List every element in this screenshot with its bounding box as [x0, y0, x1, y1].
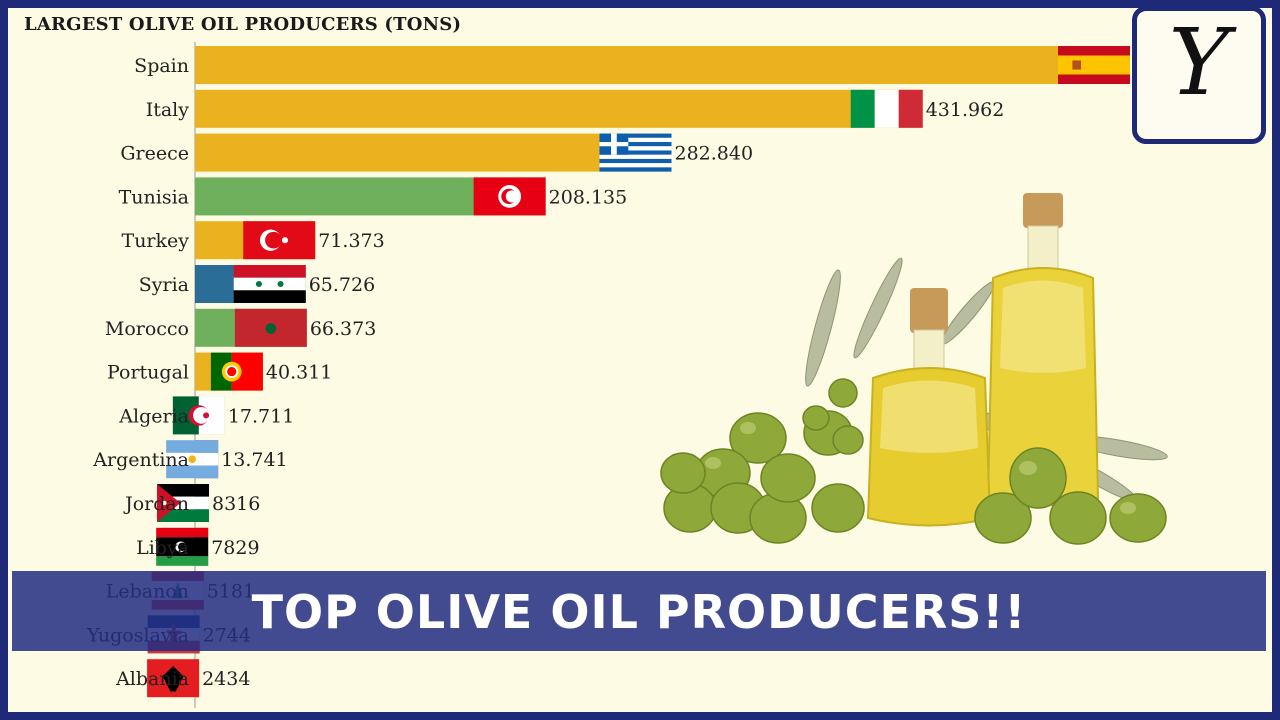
category-label: Italy — [146, 99, 190, 121]
value-label: 431.962 — [926, 99, 1005, 121]
morocco-flag-icon — [234, 308, 307, 347]
value-label: 13.741 — [221, 449, 287, 471]
spain-flag-icon — [1058, 46, 1130, 84]
category-label: Portugal — [107, 362, 189, 384]
value-label: 65.726 — [309, 274, 375, 296]
algeria-flag-icon — [172, 396, 225, 435]
value-label: 17.711 — [228, 405, 294, 427]
tunisia-flag-icon — [473, 177, 546, 216]
greece-flag-icon — [599, 133, 672, 172]
value-label: 66.373 — [310, 318, 376, 340]
value-label: 282.840 — [674, 143, 753, 165]
category-label: Greece — [120, 143, 189, 165]
category-label: Libya — [136, 537, 189, 559]
channel-logo-icon: Y — [1132, 8, 1266, 144]
bar — [195, 46, 1130, 84]
category-label: Algeria — [118, 405, 189, 427]
albania-flag-icon — [147, 659, 200, 698]
bar — [195, 89, 923, 128]
value-label: 8316 — [212, 493, 260, 515]
category-label: Spain — [134, 55, 189, 77]
chart-frame: LARGEST OLIVE OIL PRODUCERS (TONS) Spain… — [8, 8, 1272, 712]
syria-flag-icon — [233, 265, 306, 303]
category-label: Tunisia — [119, 186, 189, 208]
category-label: Jordan — [123, 493, 189, 515]
value-label: 2434 — [202, 668, 250, 690]
category-label: Argentina — [92, 449, 189, 471]
category-label: Turkey — [122, 230, 190, 252]
olive-oil-bottles-illustration — [660, 193, 1168, 545]
title-banner: TOP OLIVE OIL PRODUCERS!! — [12, 571, 1266, 651]
value-label: 208.135 — [549, 186, 628, 208]
category-label: Morocco — [105, 318, 189, 340]
turkey-flag-icon — [243, 221, 316, 260]
libya-flag-icon — [156, 527, 209, 566]
bar — [195, 133, 672, 172]
value-label: 7829 — [211, 537, 259, 559]
chart-title: LARGEST OLIVE OIL PRODUCERS (TONS) — [24, 14, 462, 35]
italy-flag-icon — [850, 89, 923, 128]
category-label: Syria — [139, 274, 189, 296]
category-label: Albania — [115, 668, 189, 690]
logo-letter: Y — [1168, 9, 1230, 116]
value-label: 71.373 — [318, 230, 384, 252]
value-label: 40.311 — [266, 362, 332, 384]
portugal-flag-icon — [210, 352, 263, 391]
argentina-flag-icon — [166, 440, 219, 479]
jordan-flag-icon — [157, 484, 210, 522]
banner-text: TOP OLIVE OIL PRODUCERS!! — [251, 585, 1027, 639]
